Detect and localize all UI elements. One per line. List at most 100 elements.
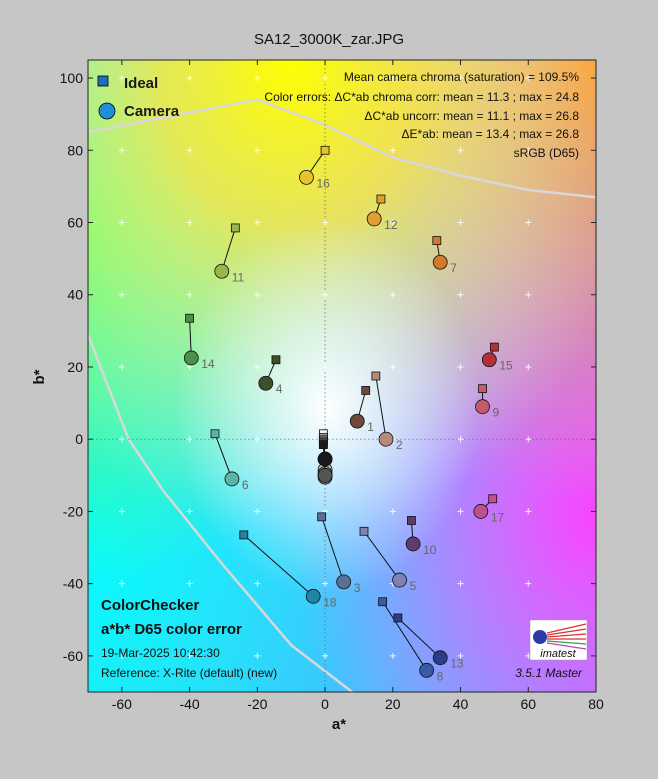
camera-marker-2 <box>378 431 394 447</box>
imatest-logo: imatest <box>529 619 588 661</box>
grid-cross <box>525 436 532 443</box>
annotation-delta-e: ΔE*ab: mean = 13.4 ; max = 26.8 <box>402 127 580 141</box>
patch-label-5: 5 <box>410 579 417 593</box>
grid-cross <box>389 652 396 659</box>
ideal-marker-17 <box>488 494 498 504</box>
legend-ideal-label: Ideal <box>124 75 158 92</box>
grid-cross <box>186 652 193 659</box>
patch-label-13: 13 <box>450 657 464 671</box>
x-axis-label: a* <box>332 716 346 733</box>
grid-cross <box>254 75 261 82</box>
y-tick-label: 0 <box>75 431 83 447</box>
grid-cross <box>118 652 125 659</box>
srgb-gamut-boundary <box>88 98 596 692</box>
grid-cross <box>118 436 125 443</box>
grid-cross <box>322 219 329 226</box>
patch-label-17: 17 <box>491 510 505 524</box>
grid-cross <box>322 75 329 82</box>
patch-label-8: 8 <box>437 669 444 683</box>
logo-text: imatest <box>540 648 576 660</box>
x-tick-label: 20 <box>385 696 401 712</box>
x-tick-label: 80 <box>588 696 604 712</box>
grid-cross <box>322 580 329 587</box>
camera-marker-14 <box>183 350 199 366</box>
camera-marker-12 <box>366 211 382 227</box>
error-line-13 <box>397 617 441 659</box>
camera-marker-7 <box>432 254 448 270</box>
patch-label-3: 3 <box>354 581 361 595</box>
ideal-marker-3 <box>317 512 327 522</box>
x-tick-label: -60 <box>112 696 132 712</box>
ideal-marker-4 <box>271 355 281 365</box>
error-line-5 <box>363 530 400 581</box>
patch-label-1: 1 <box>367 420 374 434</box>
camera-marker-4 <box>258 375 274 391</box>
grid-cross <box>254 652 261 659</box>
y-tick-label: -20 <box>63 503 83 519</box>
axis-ticks: -60 -40 -20 0 20 40 60 80 -60 -40 -20 0 20 40 60 80 100 <box>60 60 604 712</box>
chart-title: SA12_3000K_zar.JPG <box>253 31 405 48</box>
camera-marker-11 <box>214 263 230 279</box>
grid-cross <box>457 147 464 154</box>
chart-name: ColorChecker <box>101 597 200 614</box>
grid-cross <box>457 436 464 443</box>
patch-label-15: 15 <box>499 359 513 373</box>
ideal-marker-6 <box>210 429 220 439</box>
error-line-11 <box>221 227 236 272</box>
legend: Ideal Camera <box>97 75 180 120</box>
ideal-marker-5 <box>359 526 369 536</box>
chart-subtitle: a*b* D65 color error <box>101 621 242 638</box>
y-tick-label: -60 <box>63 648 83 664</box>
patch-label-2: 2 <box>396 438 403 452</box>
grid-cross <box>254 580 261 587</box>
camera-marker-23 <box>317 467 333 483</box>
camera-marker-15 <box>481 352 497 368</box>
patch-label-10: 10 <box>423 543 437 557</box>
grid-cross <box>525 580 532 587</box>
camera-marker-17 <box>473 504 489 519</box>
ideal-marker-15 <box>489 342 499 352</box>
y-tick-label: 100 <box>60 70 84 86</box>
annotation-mean-chroma: Mean camera chroma (saturation) = 109.5% <box>344 70 579 84</box>
version-label: 3.5.1 Master <box>515 666 583 680</box>
patch-label-9: 9 <box>493 406 500 420</box>
camera-marker-10 <box>405 536 421 552</box>
y-axis-label: b* <box>31 369 48 384</box>
ideal-marker-1 <box>361 386 371 395</box>
grid-cross <box>186 147 193 154</box>
ideal-marker-11 <box>230 223 240 233</box>
annotation-color-space: sRGB (D65) <box>514 146 579 160</box>
patch-label-12: 12 <box>384 218 398 232</box>
plot-frame <box>87 59 597 693</box>
grid-cross <box>186 580 193 587</box>
patch-label-11: 11 <box>232 270 245 284</box>
grid-cross <box>254 219 261 226</box>
ideal-marker-7 <box>432 236 442 245</box>
grid-cross <box>525 508 532 515</box>
grid-cross <box>118 147 125 154</box>
camera-marker-18 <box>305 588 321 604</box>
stats-annotations: Mean camera chroma (saturation) = 109.5%… <box>264 70 579 160</box>
error-line-18 <box>243 534 314 597</box>
legend-ideal-marker <box>97 75 109 87</box>
grid-cross <box>457 580 464 587</box>
ideal-marker-18 <box>239 530 249 540</box>
annotation-chroma-uncorr: ΔC*ab uncorr: mean = 11.1 ; max = 26.8 <box>364 109 579 123</box>
grid-cross <box>186 508 193 515</box>
grid-cross <box>457 508 464 515</box>
grid-cross <box>389 291 396 298</box>
grid-cross <box>457 291 464 298</box>
grid-cross <box>525 291 532 298</box>
error-line-3 <box>321 516 345 583</box>
y-tick-label: 80 <box>67 142 83 158</box>
x-tick-label: -20 <box>247 696 267 712</box>
ideal-marker-2 <box>371 371 381 381</box>
patch-label-6: 6 <box>242 478 249 492</box>
grid-cross <box>525 147 532 154</box>
grid-cross <box>118 75 125 82</box>
grid-cross <box>254 291 261 298</box>
y-tick-label: 40 <box>67 287 83 303</box>
gamut-boundary-upper <box>88 98 596 199</box>
grid-cross <box>186 219 193 226</box>
grid-cross <box>457 363 464 370</box>
